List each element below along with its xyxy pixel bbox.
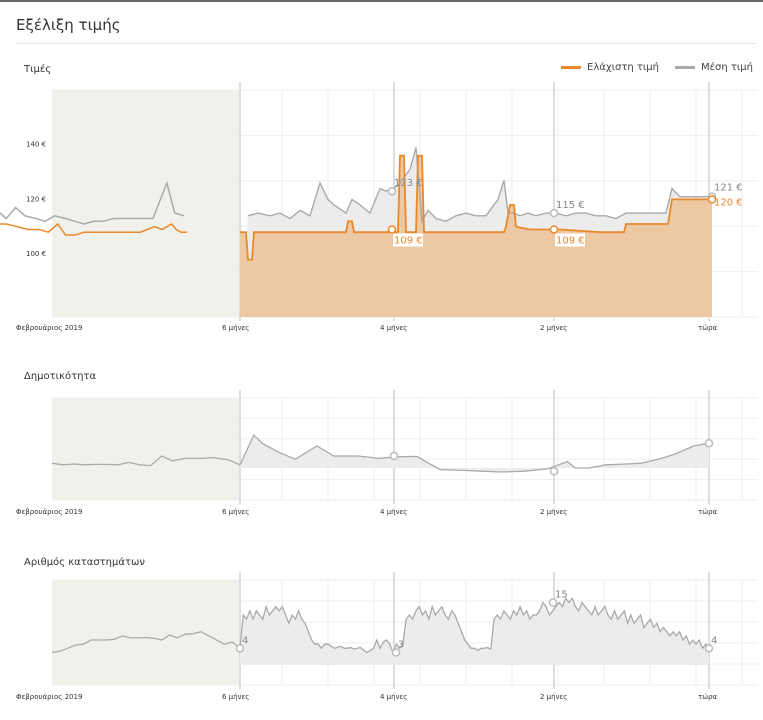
prices-xtick-label: 6 μήνες: [222, 324, 249, 332]
shops-marker: [548, 598, 558, 607]
shops-chart[interactable]: Φεβρουάριος 2019 6 μήνες 4 μήνες 2 μήνες τώρ…: [0, 572, 763, 710]
popularity-xtick-label: 2 μήνες: [540, 508, 567, 516]
shops-area: [240, 598, 709, 665]
prices-legend: Ελάχιστη τιμή Μέση τιμή: [561, 62, 753, 73]
prices-xtick-label: τώρα: [698, 324, 718, 332]
avg-price-annotation: 115 €: [556, 200, 585, 211]
min-price-annotation: 120 €: [714, 197, 743, 208]
prices-ytick-label: 120 €: [26, 195, 46, 203]
popularity-line-history: [51, 455, 241, 467]
top-border: [0, 0, 763, 2]
popularity-marker: [704, 438, 714, 448]
legend-label-avg: Μέση τιμή: [701, 62, 753, 73]
shops-line-history: [51, 631, 241, 654]
min-price-line-history: [0, 222, 188, 236]
legend-item-avg[interactable]: Μέση τιμή: [675, 62, 753, 73]
popularity-marker: [389, 451, 399, 461]
title-divider: [16, 43, 756, 44]
popularity-xtick-label: 6 μήνες: [222, 508, 249, 516]
page-title: Εξέλιξη τιμής: [16, 16, 121, 34]
shops-xtick-label: Φεβρουάριος 2019: [16, 693, 82, 701]
shops-history-shade: [52, 580, 240, 685]
avg-price-line-history: [0, 180, 185, 225]
legend-swatch-avg: [675, 66, 695, 69]
min-price-line: [240, 154, 712, 261]
min-price-marker: [707, 195, 717, 204]
prices-xtick-label: 2 μήνες: [540, 324, 567, 332]
avg-price-line: [247, 147, 712, 224]
prices-ytick-label: 140 €: [26, 141, 46, 149]
min-price-marker: [549, 225, 559, 234]
shops-annotation: 15: [555, 590, 568, 601]
prices-chart[interactable]: Φεβρουάριος 2019 6 μήνες 4 μήνες 2 μήνες τώρ…: [0, 82, 763, 335]
popularity-chart[interactable]: Φεβρουάριος 2019 6 μήνες 4 μήνες 2 μήνες τώρ…: [0, 390, 763, 525]
min-price-annotation: 109 €: [556, 235, 585, 246]
prices-xtick-label: 4 μήνες: [380, 324, 407, 332]
avg-price-marker: [387, 186, 397, 196]
shops-annotation: 4: [242, 635, 248, 646]
price-annotation-bg: [393, 233, 423, 247]
popularity-xtick-label: Φεβρουάριος 2019: [16, 508, 82, 516]
shops-annotation: 3: [398, 640, 404, 651]
legend-item-min[interactable]: Ελάχιστη τιμή: [561, 62, 659, 73]
shops-xtick-label: τώρα: [698, 693, 718, 701]
popularity-marker: [549, 466, 559, 476]
shops-annotation: 4: [711, 635, 717, 646]
popularity-xtick-label: 4 μήνες: [380, 508, 407, 516]
prices-history-shade: [52, 90, 240, 317]
popularity-area: [240, 435, 709, 472]
shops-title: Αριθμός καταστημάτων: [24, 557, 145, 568]
avg-price-annotation: 121 €: [714, 183, 743, 194]
shops-xtick-label: 6 μήνες: [222, 693, 249, 701]
legend-swatch-min: [561, 66, 582, 69]
shops-marker: [391, 648, 401, 657]
shops-xtick-label: 2 μήνες: [540, 693, 567, 701]
shops-xtick-label: 4 μήνες: [380, 693, 407, 701]
min-price-area: [240, 155, 712, 317]
prices-ytick-label: 100 €: [26, 250, 46, 258]
popularity-xtick-label: τώρα: [698, 508, 718, 516]
popularity-history-shade: [52, 398, 240, 500]
avg-price-annotation: 123 €: [394, 178, 423, 189]
prices-xtick-label: Φεβρουάριος 2019: [16, 324, 82, 332]
legend-label-min: Ελάχιστη τιμή: [587, 62, 659, 73]
shops-marker: [235, 644, 245, 653]
min-price-annotation: 109 €: [394, 235, 423, 246]
price-annotation-bg: [555, 233, 585, 247]
avg-price-marker: [549, 208, 559, 218]
shops-marker: [704, 644, 714, 653]
shops-line: [239, 596, 710, 655]
popularity-line: [239, 434, 710, 473]
min-price-marker: [387, 225, 397, 234]
prices-title: Τιμές: [24, 64, 52, 75]
popularity-title: Δημοτικότητα: [24, 371, 97, 382]
